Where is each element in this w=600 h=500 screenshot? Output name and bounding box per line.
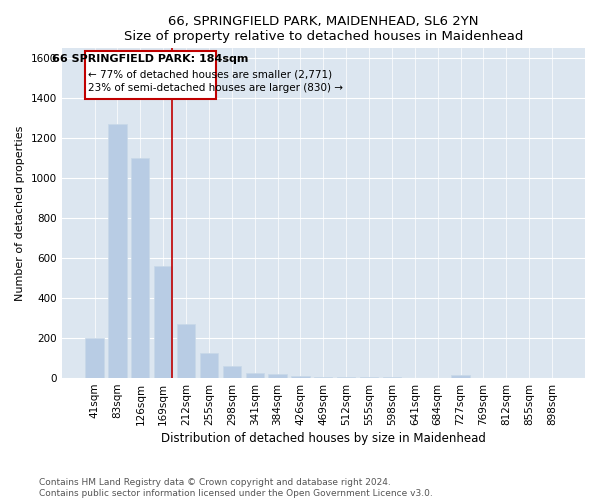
Bar	[109, 124, 127, 378]
Bar	[314, 377, 332, 378]
Bar	[177, 324, 195, 378]
FancyBboxPatch shape	[85, 52, 216, 100]
Bar	[292, 376, 310, 378]
Text: 66 SPRINGFIELD PARK: 184sqm: 66 SPRINGFIELD PARK: 184sqm	[52, 54, 249, 64]
Y-axis label: Number of detached properties: Number of detached properties	[15, 126, 25, 301]
Bar	[451, 375, 470, 378]
X-axis label: Distribution of detached houses by size in Maidenhead: Distribution of detached houses by size …	[161, 432, 486, 445]
Title: 66, SPRINGFIELD PARK, MAIDENHEAD, SL6 2YN
Size of property relative to detached : 66, SPRINGFIELD PARK, MAIDENHEAD, SL6 2Y…	[124, 15, 523, 43]
Text: 23% of semi-detached houses are larger (830) →: 23% of semi-detached houses are larger (…	[88, 84, 343, 94]
Bar	[268, 374, 287, 378]
Text: Contains HM Land Registry data © Crown copyright and database right 2024.
Contai: Contains HM Land Registry data © Crown c…	[39, 478, 433, 498]
Bar	[223, 366, 241, 378]
Bar	[200, 353, 218, 378]
Bar	[245, 373, 264, 378]
Bar	[131, 158, 149, 378]
Text: ← 77% of detached houses are smaller (2,771): ← 77% of detached houses are smaller (2,…	[88, 70, 332, 80]
Bar	[154, 266, 172, 378]
Bar	[85, 338, 104, 378]
